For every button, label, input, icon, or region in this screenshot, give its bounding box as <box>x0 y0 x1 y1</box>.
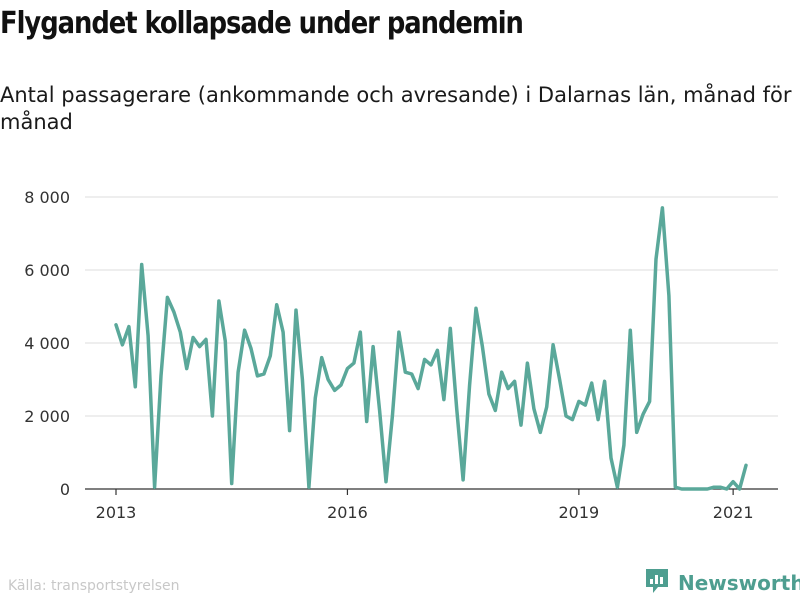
y-tick-label: 6 000 <box>24 261 70 280</box>
y-tick-label: 4 000 <box>24 334 70 353</box>
source-note: Källa: transportstyrelsen <box>8 578 180 594</box>
x-tick-label: 2019 <box>558 503 599 522</box>
y-tick-label: 0 <box>60 480 70 499</box>
page-title: Flygandet kollapsade under pandemin <box>0 6 524 41</box>
x-tick-label: 2021 <box>713 503 754 522</box>
x-tick-label: 2016 <box>327 503 368 522</box>
x-tick-label: 2013 <box>96 503 137 522</box>
chart-subtitle: Antal passagerare (ankommande och avresa… <box>0 83 792 134</box>
gridlines <box>85 196 778 417</box>
series-line <box>114 206 748 491</box>
y-tick-label: 2 000 <box>24 407 70 426</box>
y-axis-ticks: 0 2 000 4 000 6 000 8 000 <box>24 188 70 499</box>
x-axis: 2013 2016 2019 2021 <box>85 488 778 522</box>
series-layer <box>114 206 748 491</box>
newsworthy-logo-icon <box>644 567 670 599</box>
brand-logo[interactable]: Newsworthy <box>644 568 800 598</box>
brand-name: Newsworthy <box>678 571 800 595</box>
y-tick-label: 8 000 <box>24 188 70 207</box>
